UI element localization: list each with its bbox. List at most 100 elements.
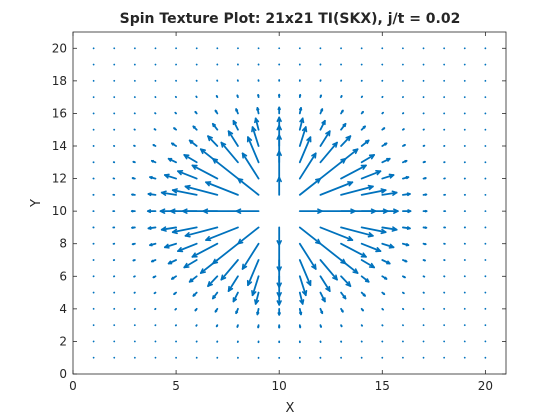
quiver-arrow [381, 111, 385, 115]
quiver-arrow [170, 142, 177, 147]
quiver-arrow [360, 125, 366, 131]
quiver-arrow [319, 275, 331, 293]
quiver-arrow [402, 192, 411, 197]
quiver-arrow [298, 117, 305, 131]
quiver-arrow [257, 324, 260, 329]
quiver-arrow [422, 242, 427, 246]
x-tick-label: 5 [172, 379, 180, 393]
x-tick-label: 15 [375, 379, 390, 393]
quiver-arrow [340, 135, 352, 147]
quiver-arrow [319, 307, 324, 315]
quiver-arrow [298, 106, 303, 115]
y-tick-label: 20 [52, 41, 67, 55]
quiver-arrow [402, 226, 411, 230]
quiver-arrow [254, 117, 260, 131]
quiver-arrow [207, 135, 219, 147]
quiver-arrow [360, 226, 387, 235]
quiver-arrow [298, 259, 312, 287]
quiver-arrow [319, 181, 354, 196]
quiver-arrow [360, 139, 370, 147]
quiver-arrow [173, 291, 177, 296]
quiver-arrow [227, 130, 239, 147]
quiver-arrow [131, 177, 136, 180]
quiver-arrow [241, 152, 260, 180]
quiver-arrow [251, 275, 260, 297]
quiver-arrow [132, 160, 136, 164]
quiver-arrow [381, 173, 395, 180]
quiver-arrow [147, 192, 157, 197]
quiver-arrow [402, 259, 408, 263]
quiver-arrow [171, 188, 198, 196]
y-tick-label: 8 [59, 237, 67, 251]
quiver-arrow [340, 291, 347, 300]
quiver-arrow [298, 94, 302, 99]
quiver-arrow [402, 128, 405, 131]
quiver-arrow [277, 307, 281, 316]
quiver-arrow [340, 324, 343, 328]
quiver-arrow [152, 144, 157, 147]
quiver-arrow [212, 242, 239, 265]
quiver-arrow [150, 259, 157, 263]
quiver-arrow [163, 242, 177, 249]
quiver-arrow [422, 177, 427, 180]
quiver-arrow [381, 157, 391, 164]
quiver-arrow [214, 109, 219, 115]
quiver-arrow [153, 291, 157, 295]
quiver-arrow [381, 291, 386, 296]
quiver-arrow [360, 291, 366, 297]
quiver-arrow [319, 141, 338, 164]
quiver-arrow [173, 127, 177, 131]
quiver-arrow [132, 259, 136, 262]
quiver-arrow [402, 175, 410, 180]
quiver-arrow [227, 275, 239, 293]
x-axis-label: X [286, 401, 295, 416]
quiver-arrow [130, 209, 136, 213]
plot-area: 0 5 10 15 20 0 2 4 6 8 10 12 14 16 18 20 [52, 31, 507, 393]
quiver-arrow [360, 188, 387, 196]
quiver-arrow [184, 226, 219, 238]
quiver-arrow [360, 259, 376, 269]
quiver-arrow [211, 291, 219, 300]
quiver-arrow [422, 160, 426, 164]
quiver-arrow [149, 175, 157, 180]
y-tick-label: 18 [52, 74, 67, 88]
quiver-arrow [402, 144, 406, 147]
quiver-arrow [319, 226, 354, 242]
quiver-arrow [319, 259, 338, 281]
quiver-arrow [360, 275, 370, 283]
quiver-arrow [340, 242, 367, 258]
y-tick-label: 6 [59, 269, 67, 283]
quiver-arrow [319, 324, 322, 328]
y-tick-label: 10 [52, 204, 67, 218]
quiver-arrow [194, 110, 198, 115]
quiver-arrow [298, 242, 317, 270]
y-tick-label: 16 [52, 106, 67, 120]
quiver-arrow [177, 170, 198, 180]
quiver-arrow [422, 259, 426, 262]
quiver-arrow [298, 136, 312, 164]
quiver-arrow [131, 226, 136, 229]
quiver-arrows [92, 47, 487, 359]
quiver-arrow [220, 259, 239, 281]
quiver-arrow [202, 208, 239, 214]
quiver-arrow [319, 94, 322, 99]
quiver-arrow [205, 181, 239, 196]
quiver-arrow [160, 226, 177, 232]
quiver-arrow [381, 259, 391, 265]
quiver-arrow [340, 95, 343, 99]
quiver-arrow [422, 226, 428, 229]
quiver-arrow [257, 94, 260, 99]
quiver-arrow [174, 111, 177, 115]
quiver-arrow [191, 164, 219, 180]
quiver-arrow [167, 157, 177, 164]
quiver-arrow [319, 130, 331, 147]
y-tick-label: 14 [52, 139, 67, 153]
quiver-arrow [298, 275, 308, 297]
quiver-arrow [174, 307, 177, 311]
quiver-arrow [232, 291, 239, 303]
quiver-arrow [298, 291, 305, 305]
y-axis-label: Y [29, 199, 44, 208]
quiver-arrow [220, 141, 239, 164]
quiver-arrow [422, 193, 428, 196]
quiver-arrow [205, 226, 239, 242]
